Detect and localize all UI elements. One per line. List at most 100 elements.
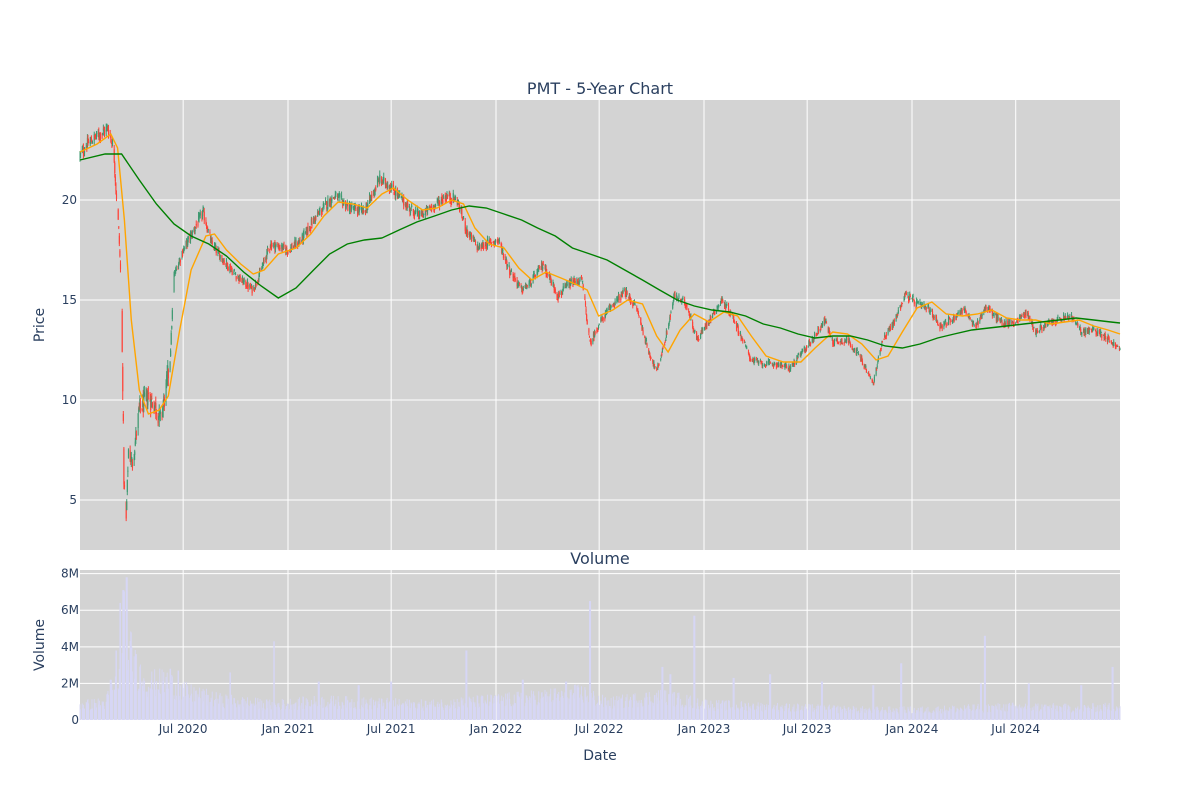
volume-bar <box>718 700 720 720</box>
volume-bar <box>577 684 579 720</box>
candle-body <box>732 315 734 317</box>
candle-body <box>868 373 870 375</box>
candle-body <box>402 195 404 201</box>
candle-body <box>706 321 708 327</box>
candle-body <box>624 288 626 291</box>
volume-bar <box>261 710 263 720</box>
volume-bar <box>489 701 491 720</box>
volume-bar <box>561 691 563 720</box>
candle-body <box>219 255 221 259</box>
candle-body <box>881 341 883 343</box>
candle-body <box>438 200 440 203</box>
volume-bar <box>915 712 917 720</box>
candle-body <box>135 434 138 436</box>
candle-body <box>154 405 156 407</box>
candle-body <box>433 208 436 211</box>
volume-bar <box>159 668 161 720</box>
volume-bar <box>127 659 129 720</box>
volume-bar <box>510 706 512 720</box>
volume-bar <box>187 694 189 720</box>
candle-body <box>1091 330 1093 332</box>
volume-bar <box>869 710 871 720</box>
volume-bar <box>447 704 449 720</box>
candle-body <box>127 449 130 458</box>
candle-body <box>265 255 267 260</box>
volume-bar <box>369 698 371 720</box>
volume-bar <box>682 706 684 720</box>
volume-plot-background[interactable] <box>80 570 1120 720</box>
volume-bar <box>892 708 894 720</box>
candle-body <box>222 260 224 265</box>
candle-body <box>91 142 93 144</box>
candle-body <box>1056 317 1058 321</box>
candle-body <box>562 286 564 291</box>
candle-body <box>159 412 161 416</box>
candle-body <box>198 215 200 222</box>
candle-body <box>387 185 389 188</box>
candle-body <box>203 208 205 211</box>
volume-bar <box>318 681 320 720</box>
candle-body <box>606 309 608 314</box>
candle-body <box>82 147 84 153</box>
candle-body <box>761 362 763 364</box>
candle-body <box>165 382 167 399</box>
candle-body <box>1060 320 1062 322</box>
volume-bar <box>638 707 639 720</box>
volume-bar <box>628 700 630 720</box>
candle-body <box>429 207 431 210</box>
candle-body <box>1003 321 1005 327</box>
volume-bar <box>624 707 626 720</box>
volume-bar <box>469 701 471 720</box>
candle-body <box>354 205 356 207</box>
volume-bar <box>565 681 567 720</box>
volume-bar <box>884 713 886 720</box>
candle-body <box>1035 329 1037 335</box>
volume-bar <box>545 701 547 720</box>
candle-body <box>325 201 327 205</box>
x-tick-label: Jul 2024 <box>990 722 1040 736</box>
volume-bar <box>622 707 624 720</box>
volume-bar <box>295 702 297 720</box>
candle-body <box>94 135 96 137</box>
candle-body <box>469 231 471 237</box>
volume-bar <box>1060 706 1062 720</box>
volume-bar <box>1067 704 1069 720</box>
candle-body <box>449 197 452 201</box>
candle-body <box>833 342 835 346</box>
volume-bar <box>660 699 662 720</box>
candle-body <box>290 246 292 249</box>
volume-bar <box>766 704 768 720</box>
volume-bar <box>932 711 934 720</box>
volume-bar <box>690 705 692 720</box>
volume-bar <box>426 708 428 720</box>
volume-bar <box>1000 710 1002 720</box>
volume-bar <box>468 696 470 720</box>
volume-bar <box>302 696 304 720</box>
candle-body <box>831 337 833 340</box>
volume-bar <box>951 709 953 720</box>
volume-bar <box>313 696 315 720</box>
volume-bar <box>321 697 323 720</box>
candle-body <box>350 209 352 212</box>
candle-body <box>266 247 269 253</box>
candle-body <box>155 410 157 415</box>
volume-bar <box>189 697 191 720</box>
candle-body <box>1116 345 1118 347</box>
volume-bar <box>479 706 480 720</box>
volume-bar <box>154 696 156 720</box>
candle-body <box>269 249 271 251</box>
volume-bar <box>948 711 950 720</box>
candle-body <box>565 286 567 287</box>
candle-body <box>159 411 161 414</box>
candle-body <box>792 362 795 365</box>
volume-bar <box>979 683 981 720</box>
candle-body <box>638 315 640 317</box>
volume-bar <box>434 710 435 720</box>
candle-body <box>351 205 353 208</box>
volume-bar <box>600 703 602 720</box>
candle-body <box>1043 327 1045 329</box>
candle-body <box>779 364 781 367</box>
price-plot-background[interactable] <box>80 100 1120 550</box>
volume-bar <box>1055 705 1057 720</box>
volume-bar <box>167 688 169 720</box>
